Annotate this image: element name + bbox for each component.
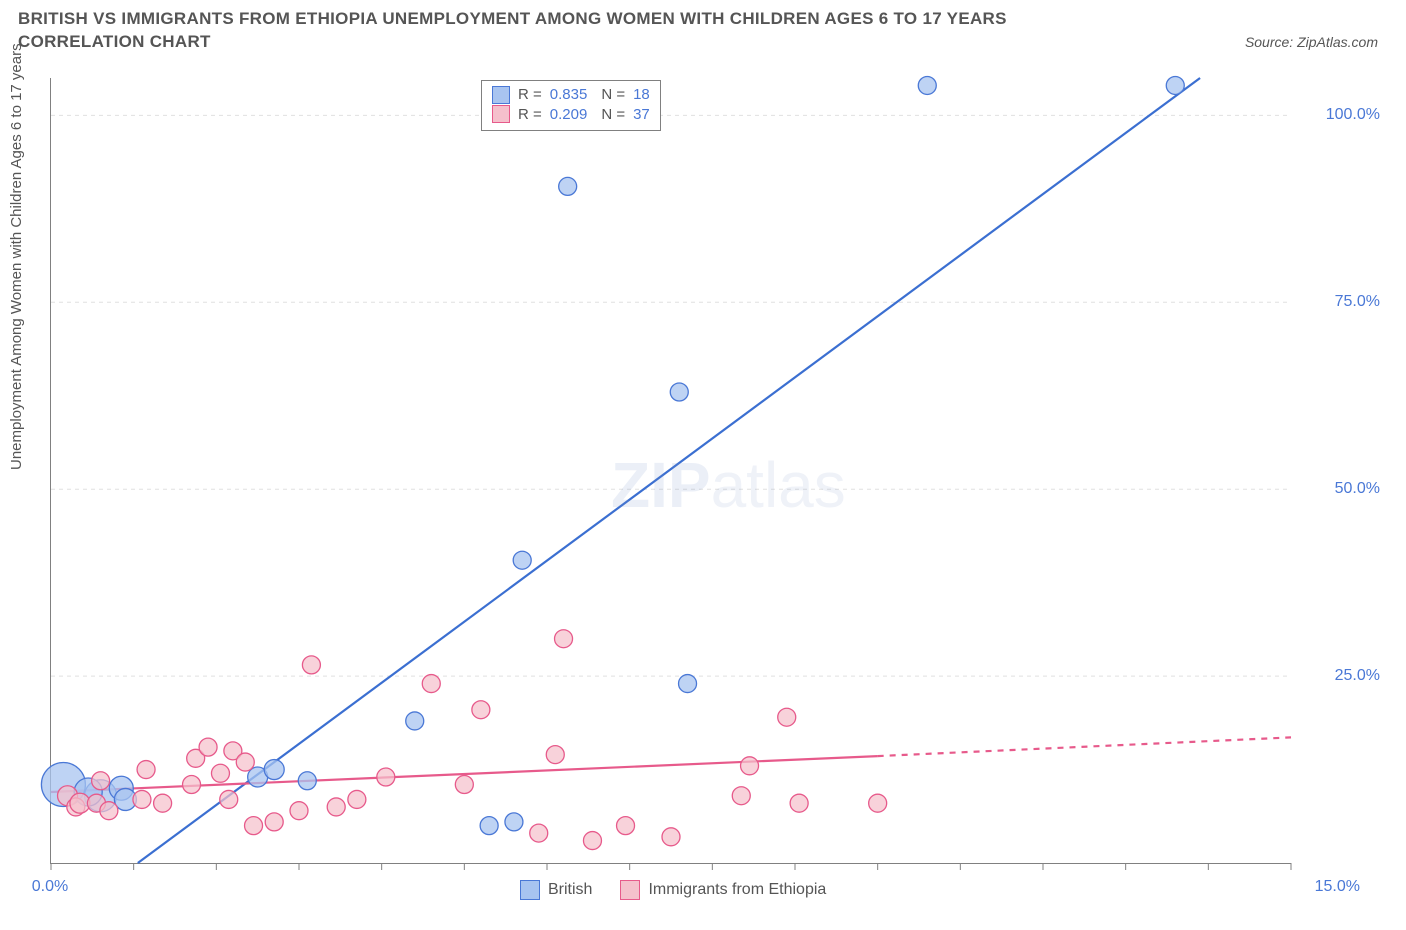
legend-row: R = 0.835 N = 18 [492,85,650,105]
legend-swatch [492,105,510,123]
series-legend-item: British [520,880,592,900]
legend-r-label: R = [518,105,542,125]
y-tick-label: 50.0% [1300,480,1380,498]
series-legend-label: Immigrants from Ethiopia [648,881,826,899]
scatter-plot: R =0.835N =18R =0.209N =37 ZIPatlas [50,78,1291,864]
legend-swatch [520,880,540,900]
correlation-legend: R = 0.835 N = 18 R = 0.209 N = 37 [481,80,661,131]
x-tick-label: 0.0% [20,878,80,896]
legend-swatch [492,86,510,104]
y-tick-label: 25.0% [1300,667,1380,685]
y-tick-label: 75.0% [1300,293,1380,311]
legend-n-label: N = [601,85,625,105]
legend-r-value: 0.835 [550,85,588,105]
legend-r-value: 0.209 [550,105,588,125]
source-attribution: Source: ZipAtlas.com [1245,34,1378,50]
legend-r-label: R = [518,85,542,105]
y-axis-label: Unemployment Among Women with Children A… [8,43,25,470]
x-tick-label: 15.0% [1300,878,1360,896]
y-tick-label: 100.0% [1300,106,1380,124]
series-legend: British Immigrants from Ethiopia [520,880,826,900]
series-legend-label: British [548,881,592,899]
legend-n-value: 37 [633,105,650,125]
legend-n-label: N = [601,105,625,125]
legend-row: R = 0.209 N = 37 [492,105,650,125]
series-legend-item: Immigrants from Ethiopia [620,880,826,900]
chart-title: BRITISH VS IMMIGRANTS FROM ETHIOPIA UNEM… [18,8,1138,54]
legend-n-value: 18 [633,85,650,105]
legend-swatch [620,880,640,900]
